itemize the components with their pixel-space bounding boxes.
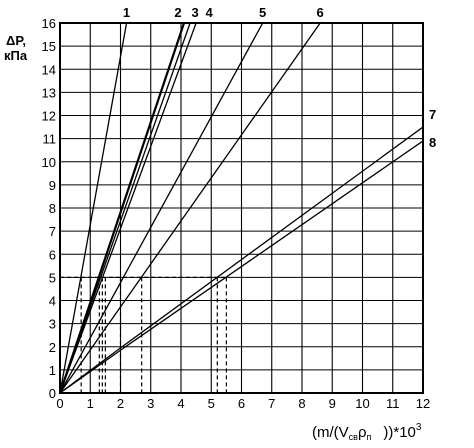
series-line-6: [59, 22, 321, 394]
series-labels: 1 2 3 4 5 6 7 8: [123, 5, 436, 150]
x-tick-label: 9: [329, 396, 336, 411]
y-tick-label: 2: [49, 340, 56, 355]
x-tick-label: 11: [386, 396, 400, 411]
x-tick-label: 0: [56, 396, 63, 411]
y-tick-label: 15: [42, 39, 56, 54]
y-tick-label: 8: [49, 201, 56, 216]
y-tick-label: 11: [43, 132, 57, 147]
x-tick-label: 6: [238, 396, 245, 411]
x-axis-label-tail: ))*10: [383, 424, 416, 441]
x-tick-label: 2: [117, 396, 124, 411]
y-tick-label: 12: [42, 109, 56, 124]
y-tick-label: 4: [49, 294, 56, 309]
x-tick-label: 10: [355, 396, 369, 411]
y-tick-label: 13: [42, 85, 56, 100]
x-tick-label: 5: [208, 396, 215, 411]
series-line-5: [59, 22, 264, 394]
x-tick-label: 8: [298, 396, 305, 411]
x-tick-label: 3: [147, 396, 154, 411]
y-tick-label: 9: [49, 178, 56, 193]
x-tick-label: 7: [268, 396, 275, 411]
series-lines: [58, 22, 424, 394]
series-label-3: 3: [191, 5, 198, 20]
series-line-3: [59, 22, 191, 394]
series-label-7: 7: [429, 107, 436, 122]
plot-border: [59, 22, 424, 394]
series-line-8: [59, 140, 424, 394]
x-axis-label-sub2: п: [367, 432, 372, 442]
y-tick-label: 7: [49, 224, 56, 239]
y-tick-label: 5: [49, 270, 56, 285]
y-tick-label: 6: [49, 247, 56, 262]
y-tick-label: 14: [42, 62, 56, 77]
y-axis-label-symbol: ΔP,: [6, 33, 26, 48]
y-tick-label: 10: [42, 155, 56, 170]
series-label-6: 6: [317, 5, 324, 20]
x-axis-label: (m/(Vсвρп ))*103: [312, 422, 422, 442]
plot-frame: [59, 22, 424, 394]
series-line-2: [58, 22, 186, 394]
x-tick-labels: 0 1 2 3 4 5 6 7 8 9 10 11 12: [56, 396, 430, 411]
x-axis-label-main: (m/(V: [312, 424, 349, 441]
x-axis-label-sub1: св: [349, 432, 359, 442]
series-label-2: 2: [174, 5, 181, 20]
grid: [59, 22, 424, 394]
x-axis-label-mid: ρ: [358, 424, 367, 441]
series-label-4: 4: [206, 5, 214, 20]
y-tick-label: 16: [42, 16, 56, 31]
x-axis-label-exponent: 3: [416, 422, 422, 433]
series-line-1: [59, 22, 128, 394]
x-tick-label: 1: [87, 396, 94, 411]
y-tick-label: 1: [49, 363, 56, 378]
x-tick-label: 4: [177, 396, 184, 411]
series-line-4: [59, 22, 197, 394]
series-label-5: 5: [259, 5, 266, 20]
series-label-8: 8: [429, 135, 436, 150]
x-tick-label: 12: [416, 396, 430, 411]
series-label-1: 1: [123, 5, 130, 20]
y-tick-label: 0: [49, 386, 56, 401]
y-axis-label-unit: кПа: [4, 48, 28, 63]
y-tick-label: 3: [49, 317, 56, 332]
